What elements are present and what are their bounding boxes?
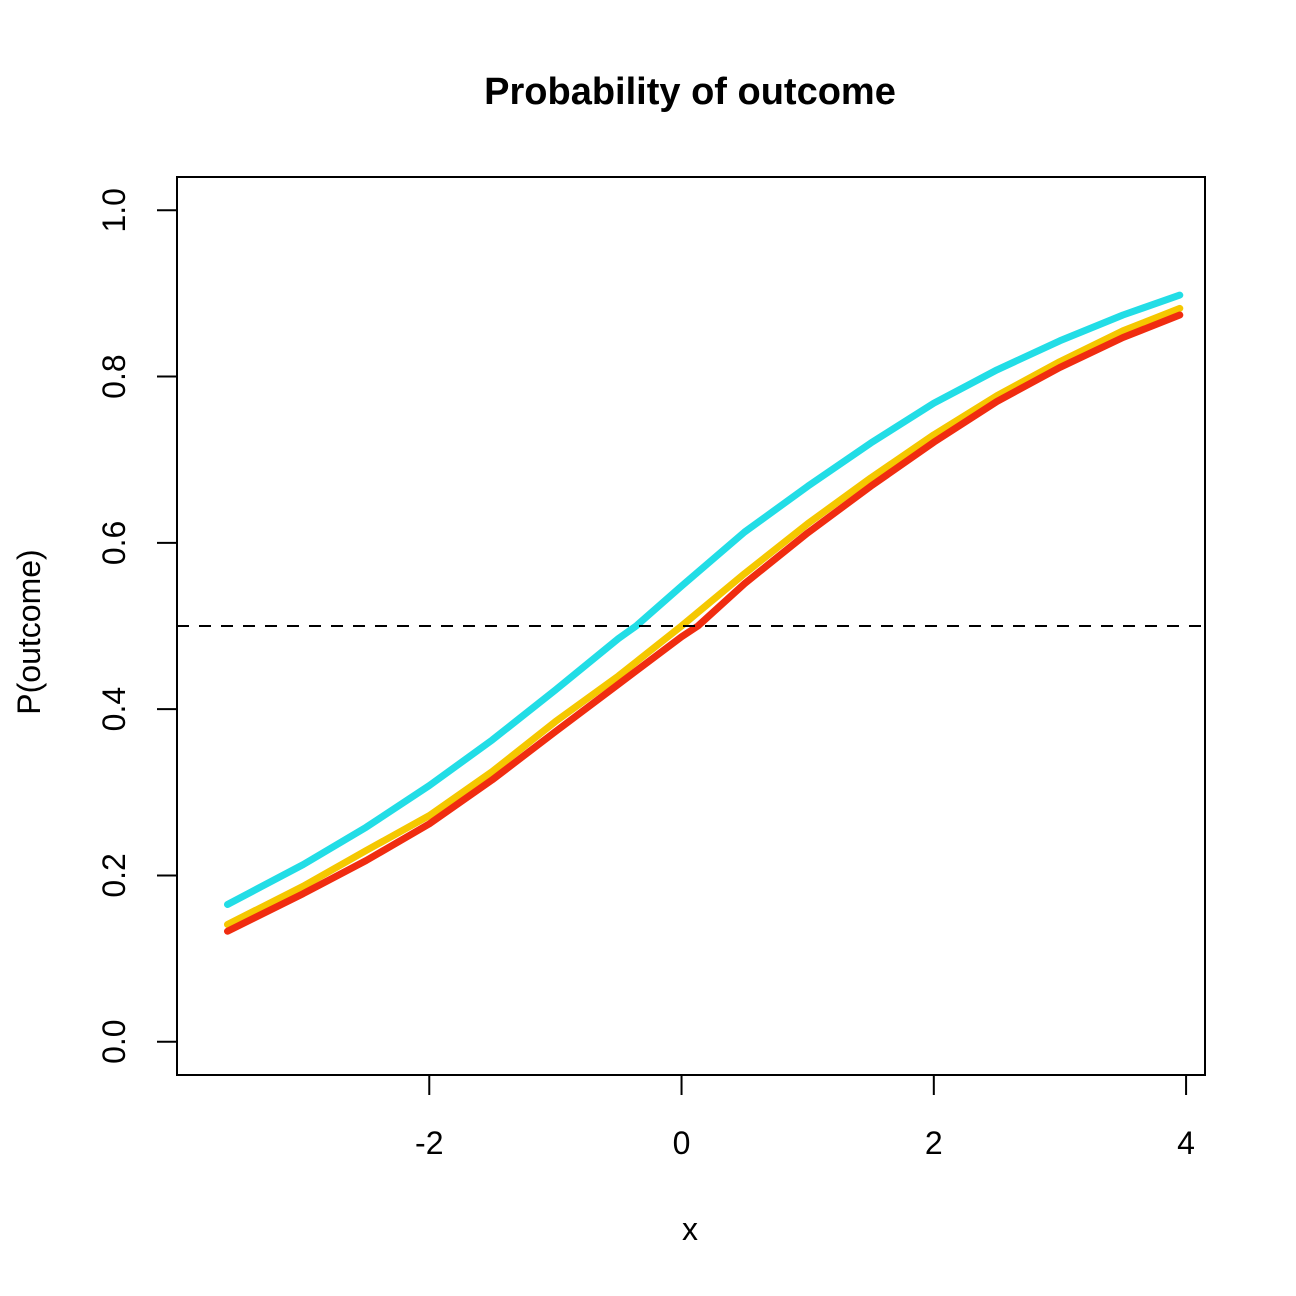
x-axis-label: x	[682, 1211, 698, 1247]
y-axis: 0.0 0.2 0.4 0.6 0.8 1.0	[96, 188, 178, 1064]
x-tick-label: 0	[673, 1125, 691, 1161]
series-line-2	[224, 304, 1184, 928]
y-tick-label: 0.6	[96, 521, 132, 565]
x-tick-label: 4	[1177, 1125, 1195, 1161]
x-axis: -2 0 2 4	[415, 1074, 1195, 1161]
chart-title: Probability of outcome	[484, 71, 896, 113]
y-axis-label: P(outcome)	[11, 549, 47, 714]
series-line-1	[224, 291, 1184, 908]
x-tick-label: 2	[925, 1125, 943, 1161]
x-tick-label: -2	[415, 1125, 443, 1161]
y-tick-label: 0.2	[96, 853, 132, 897]
y-tick-label: 0.8	[96, 354, 132, 398]
y-tick-label: 0.0	[96, 1019, 132, 1063]
series-lines	[224, 291, 1184, 935]
y-tick-label: 0.4	[96, 687, 132, 731]
series-line-3	[224, 311, 1184, 935]
y-tick-label: 1.0	[96, 188, 132, 232]
